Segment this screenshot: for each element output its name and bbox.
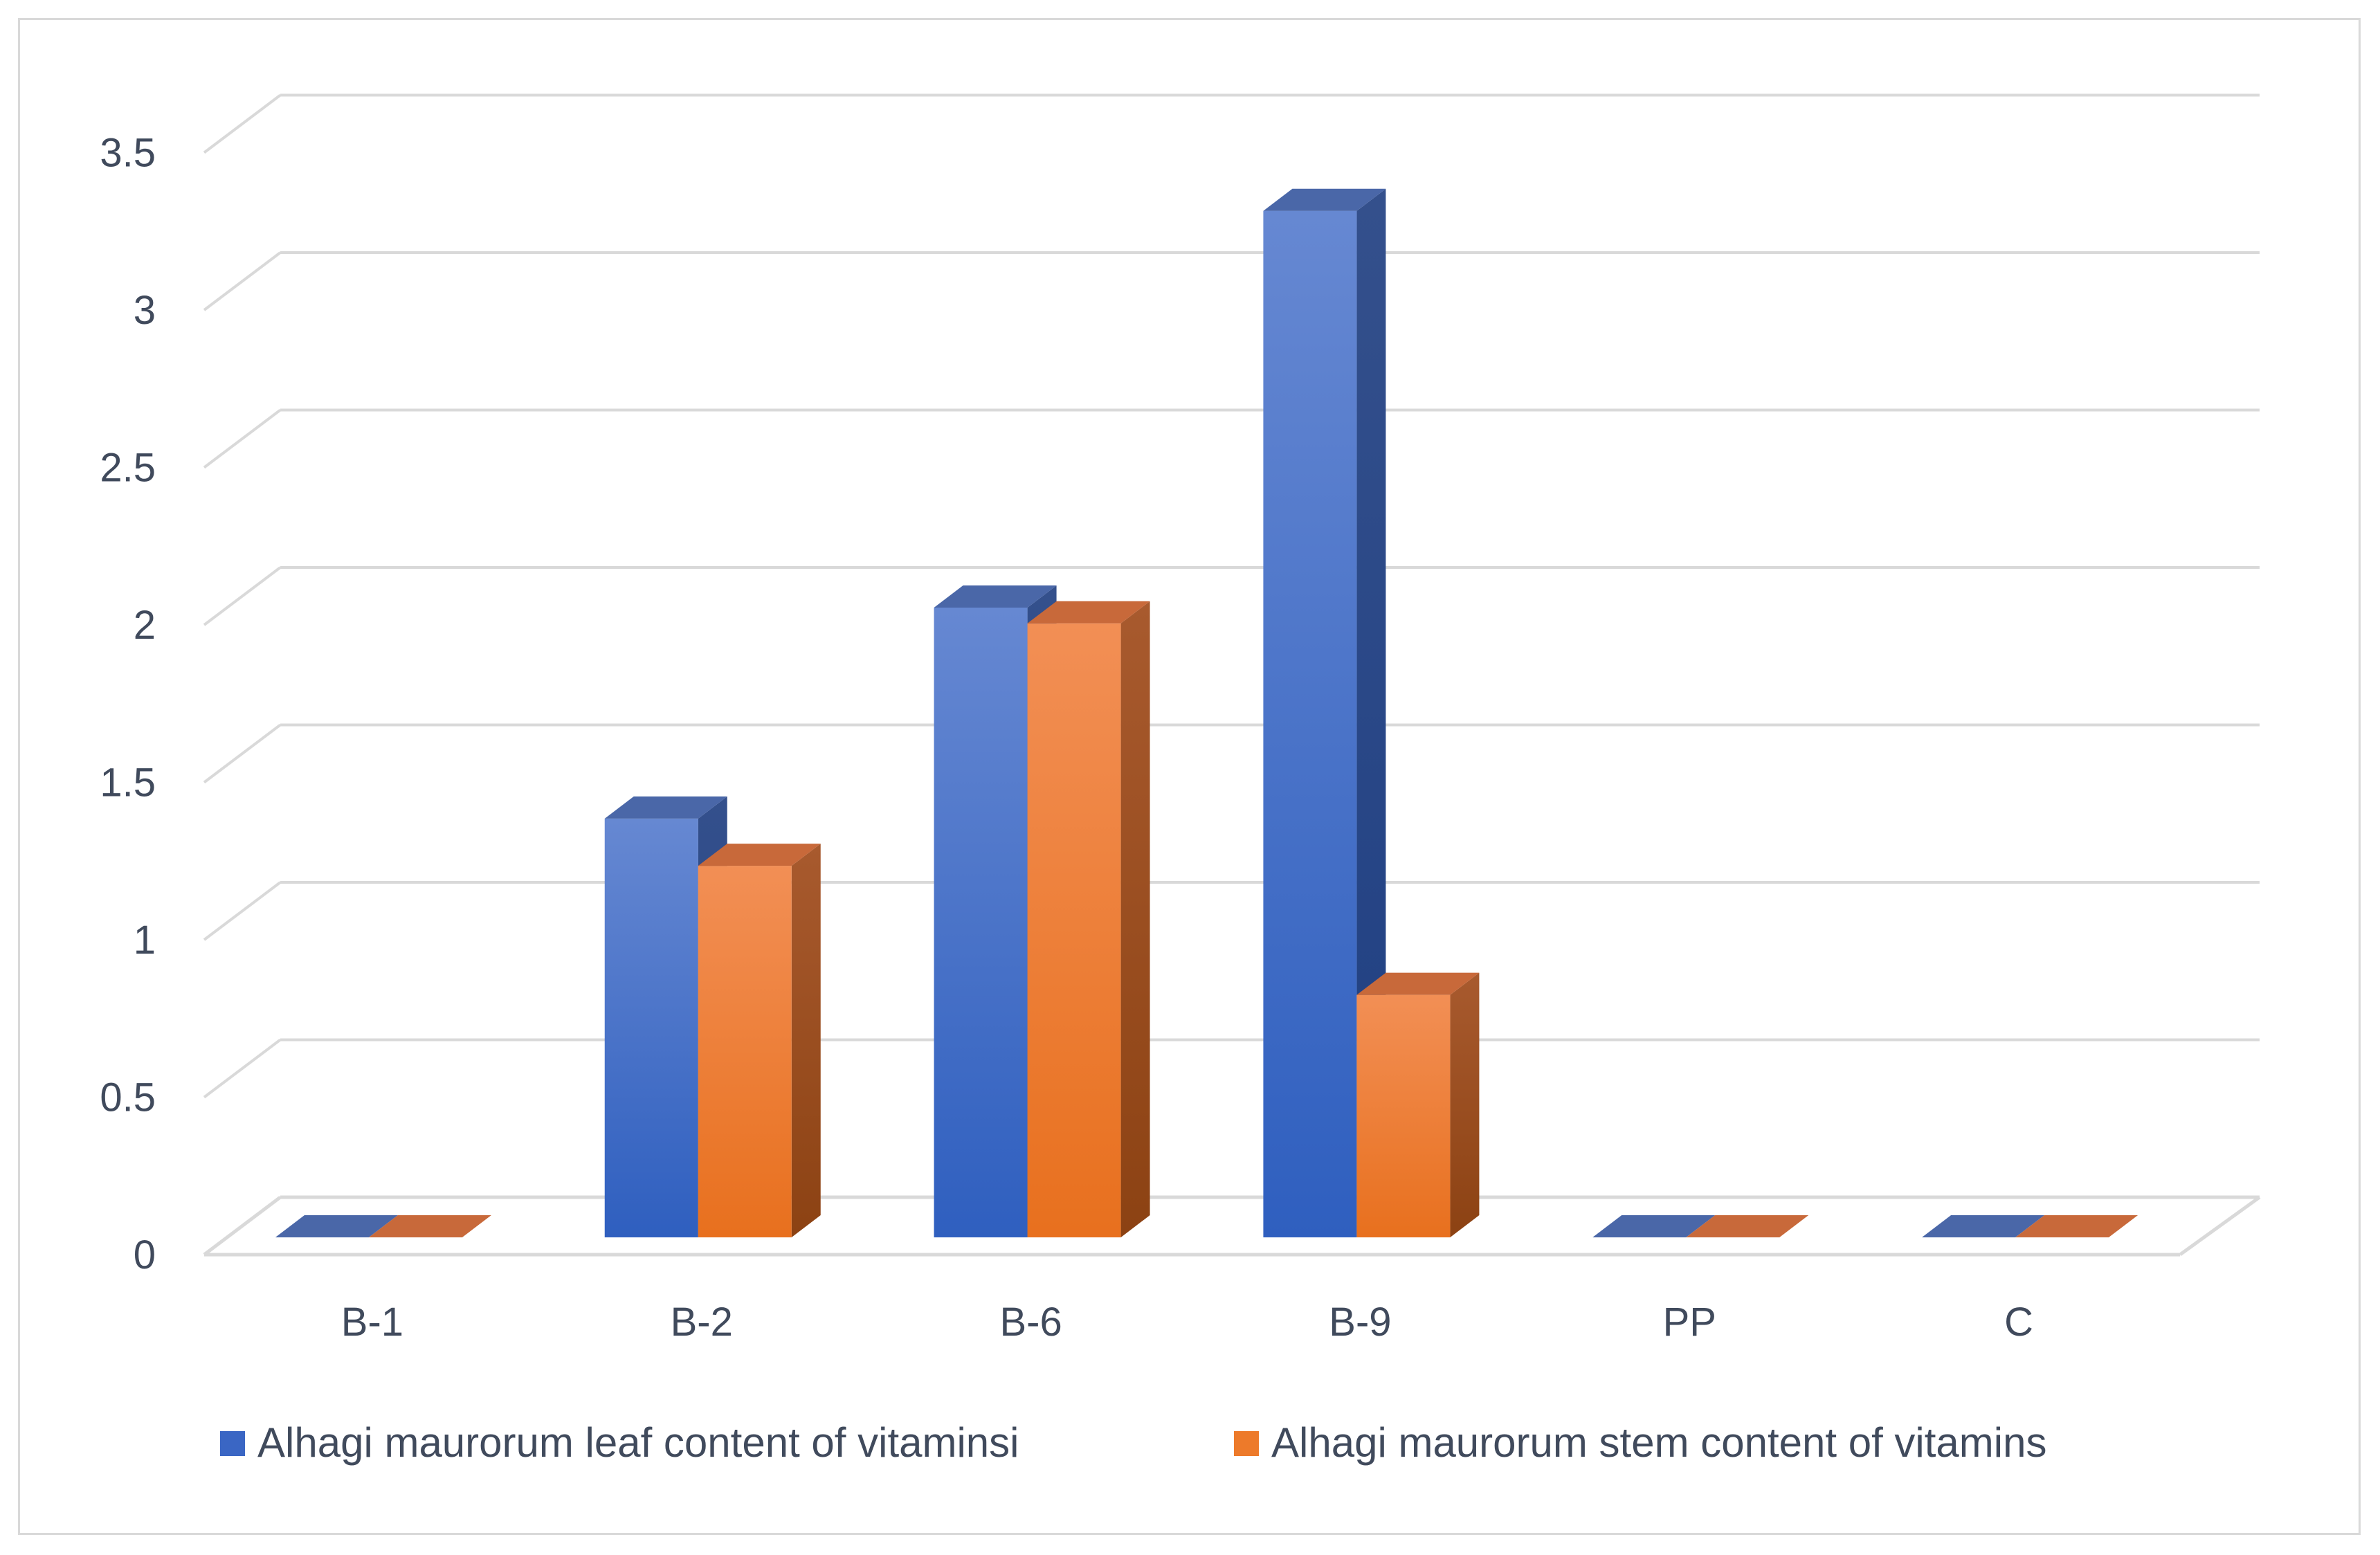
gridline-depth <box>203 881 282 941</box>
gridline-depth <box>203 723 282 784</box>
bar-front <box>934 608 1028 1237</box>
bar-C-series-2 <box>2015 1215 2138 1237</box>
legend-swatch <box>1234 1431 1259 1456</box>
bar-side <box>1450 972 1480 1237</box>
legend-label: Alhagi maurorum leaf content of vitamins… <box>257 1419 1019 1466</box>
floor-right-edge <box>2179 1195 2261 1257</box>
legend-item-1: Alhagi maurorum leaf content of vitamins… <box>220 1419 1019 1466</box>
bar-top <box>698 844 821 866</box>
x-tick-label: B-1 <box>341 1300 403 1345</box>
bar-top <box>1356 972 1480 995</box>
bar-B-2-series-2 <box>698 844 821 1237</box>
x-tick-label: PP <box>1663 1300 1716 1345</box>
bar-front <box>1263 210 1357 1238</box>
bar-B-6-series-2 <box>1027 601 1150 1237</box>
y-tick-label: 1.5 <box>100 761 156 806</box>
x-tick-label: B-2 <box>671 1300 733 1345</box>
bar-C-series-1 <box>1922 1215 2045 1237</box>
bar-top <box>1263 188 1386 211</box>
y-tick-label: 3 <box>134 288 156 333</box>
y-tick-label: 0.5 <box>100 1075 156 1120</box>
bar-top <box>368 1215 491 1237</box>
x-tick-label: C <box>2004 1300 2033 1345</box>
bars <box>275 188 2138 1238</box>
bar-B-1-series-1 <box>275 1215 398 1237</box>
bar-top <box>1686 1215 1809 1237</box>
legend-item-2: Alhagi maurorum stem content of vitamins <box>1234 1419 2046 1466</box>
y-tick-label: 3.5 <box>100 131 156 176</box>
gridline-depth <box>203 1038 282 1099</box>
y-tick-label: 1 <box>134 918 156 963</box>
legend-swatch <box>220 1431 245 1456</box>
gridline-depth <box>203 1196 282 1256</box>
x-tick-label: B-6 <box>999 1300 1062 1345</box>
chart-frame <box>18 18 2361 1535</box>
bar-B-9-series-2 <box>1356 972 1480 1237</box>
gridline-depth <box>203 93 282 154</box>
bar-front <box>698 866 792 1237</box>
bar-top <box>1922 1215 2045 1237</box>
bar-front <box>1027 623 1121 1237</box>
bar-top <box>1592 1215 1716 1237</box>
bar-front <box>1356 994 1451 1237</box>
bar-side <box>791 844 821 1237</box>
legend: Alhagi maurorum leaf content of vitamins… <box>220 1419 2046 1466</box>
y-tick-label: 2.5 <box>100 446 156 491</box>
gridline-depth <box>203 251 282 311</box>
bar-side <box>1356 188 1386 1238</box>
x-axis-tick-labels: B-1 B-2 B-6 B-9 PP C <box>341 1300 2033 1345</box>
bar-top <box>604 796 727 819</box>
legend-label: Alhagi maurorum stem content of vitamins <box>1271 1419 2046 1466</box>
bar-B-9-series-1 <box>1263 188 1386 1238</box>
gridlines <box>203 93 2261 1257</box>
gridline-depth <box>203 566 282 626</box>
bar-top <box>934 585 1057 608</box>
bar-PP-series-1 <box>1592 1215 1716 1237</box>
bar-front <box>604 818 698 1237</box>
bar-top <box>2015 1215 2138 1237</box>
bar-top <box>275 1215 398 1237</box>
gridline-depth <box>203 408 282 469</box>
bar-top <box>1027 601 1150 624</box>
y-axis-tick-labels: 0 0.5 1 1.5 2 2.5 3 3.5 <box>100 131 156 1278</box>
y-tick-label: 0 <box>134 1233 156 1277</box>
bar-PP-series-2 <box>1686 1215 1809 1237</box>
bar-B-1-series-2 <box>368 1215 491 1237</box>
bar-side <box>1120 601 1150 1237</box>
x-tick-label: B-9 <box>1329 1300 1391 1345</box>
y-tick-label: 2 <box>134 603 156 648</box>
